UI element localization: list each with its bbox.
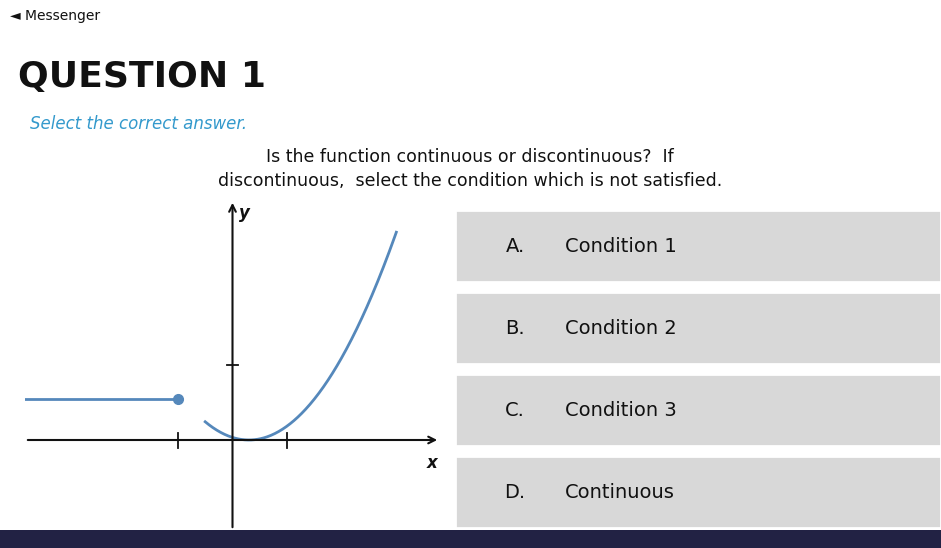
Text: C.: C. [505, 401, 525, 420]
Text: Select the correct answer.: Select the correct answer. [30, 115, 247, 133]
Text: ◄ Messenger: ◄ Messenger [10, 9, 100, 23]
Text: Condition 1: Condition 1 [565, 237, 677, 255]
Bar [0, 530, 941, 548]
Text: x: x [426, 454, 438, 471]
Text: y: y [239, 204, 250, 222]
Text: QUESTION 1: QUESTION 1 [18, 60, 266, 94]
Text: Continuous: Continuous [565, 482, 675, 501]
Bar [455, 292, 941, 364]
Text: D.: D. [504, 482, 526, 501]
Bar [455, 456, 941, 528]
Text: Is the function continuous or discontinuous?  If: Is the function continuous or discontinu… [266, 148, 674, 166]
Text: Condition 3: Condition 3 [565, 401, 677, 420]
Text: A.: A. [505, 237, 525, 255]
Bar [455, 210, 941, 282]
Text: Condition 2: Condition 2 [565, 318, 677, 338]
Bar [455, 374, 941, 446]
Text: B.: B. [505, 318, 525, 338]
Text: discontinuous,  select the condition which is not satisfied.: discontinuous, select the condition whic… [218, 172, 722, 190]
